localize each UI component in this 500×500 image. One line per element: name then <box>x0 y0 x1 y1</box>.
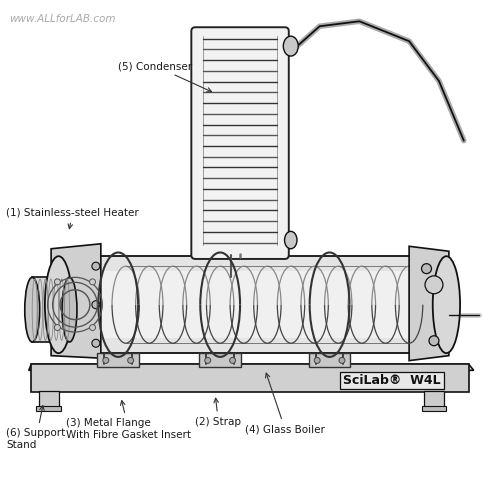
Circle shape <box>205 358 210 364</box>
Circle shape <box>92 340 100 347</box>
Circle shape <box>54 279 60 285</box>
Circle shape <box>92 262 100 270</box>
Circle shape <box>128 358 134 364</box>
Bar <box>422 406 446 410</box>
Bar <box>38 390 58 406</box>
Ellipse shape <box>62 278 77 342</box>
Bar <box>200 353 241 367</box>
Bar <box>32 278 70 342</box>
Polygon shape <box>51 244 101 358</box>
Text: (1) Stainless-steel Heater: (1) Stainless-steel Heater <box>6 208 139 229</box>
Ellipse shape <box>25 278 40 342</box>
Polygon shape <box>409 246 449 360</box>
Text: www.ALLforLAB.com: www.ALLforLAB.com <box>9 14 116 24</box>
FancyBboxPatch shape <box>192 27 289 259</box>
Text: (2) Strap: (2) Strap <box>196 398 242 426</box>
Circle shape <box>429 336 439 345</box>
Circle shape <box>90 279 96 285</box>
Polygon shape <box>31 364 469 392</box>
Bar <box>424 390 444 406</box>
Circle shape <box>425 276 443 294</box>
Circle shape <box>422 264 432 274</box>
Text: (3) Metal Flange
With Fibre Gasket Insert: (3) Metal Flange With Fibre Gasket Inser… <box>66 400 191 440</box>
Circle shape <box>90 324 96 330</box>
Circle shape <box>92 300 100 308</box>
Bar <box>98 353 139 367</box>
Circle shape <box>230 358 235 364</box>
Ellipse shape <box>432 256 460 353</box>
Ellipse shape <box>284 36 298 56</box>
Text: (6) Support
Stand: (6) Support Stand <box>6 406 66 450</box>
Polygon shape <box>28 364 474 370</box>
Bar <box>36 406 61 410</box>
Text: (4) Glass Boiler: (4) Glass Boiler <box>245 373 325 434</box>
Ellipse shape <box>284 232 297 249</box>
Circle shape <box>103 358 109 364</box>
Text: SciLab®  W4L: SciLab® W4L <box>343 374 440 387</box>
Bar <box>58 271 446 338</box>
Ellipse shape <box>45 256 72 353</box>
Circle shape <box>54 324 60 330</box>
Circle shape <box>339 358 345 364</box>
FancyBboxPatch shape <box>340 372 444 389</box>
Bar <box>308 353 350 367</box>
Text: (5) Condenser: (5) Condenser <box>118 61 212 92</box>
Bar <box>58 256 446 353</box>
Circle shape <box>314 358 320 364</box>
